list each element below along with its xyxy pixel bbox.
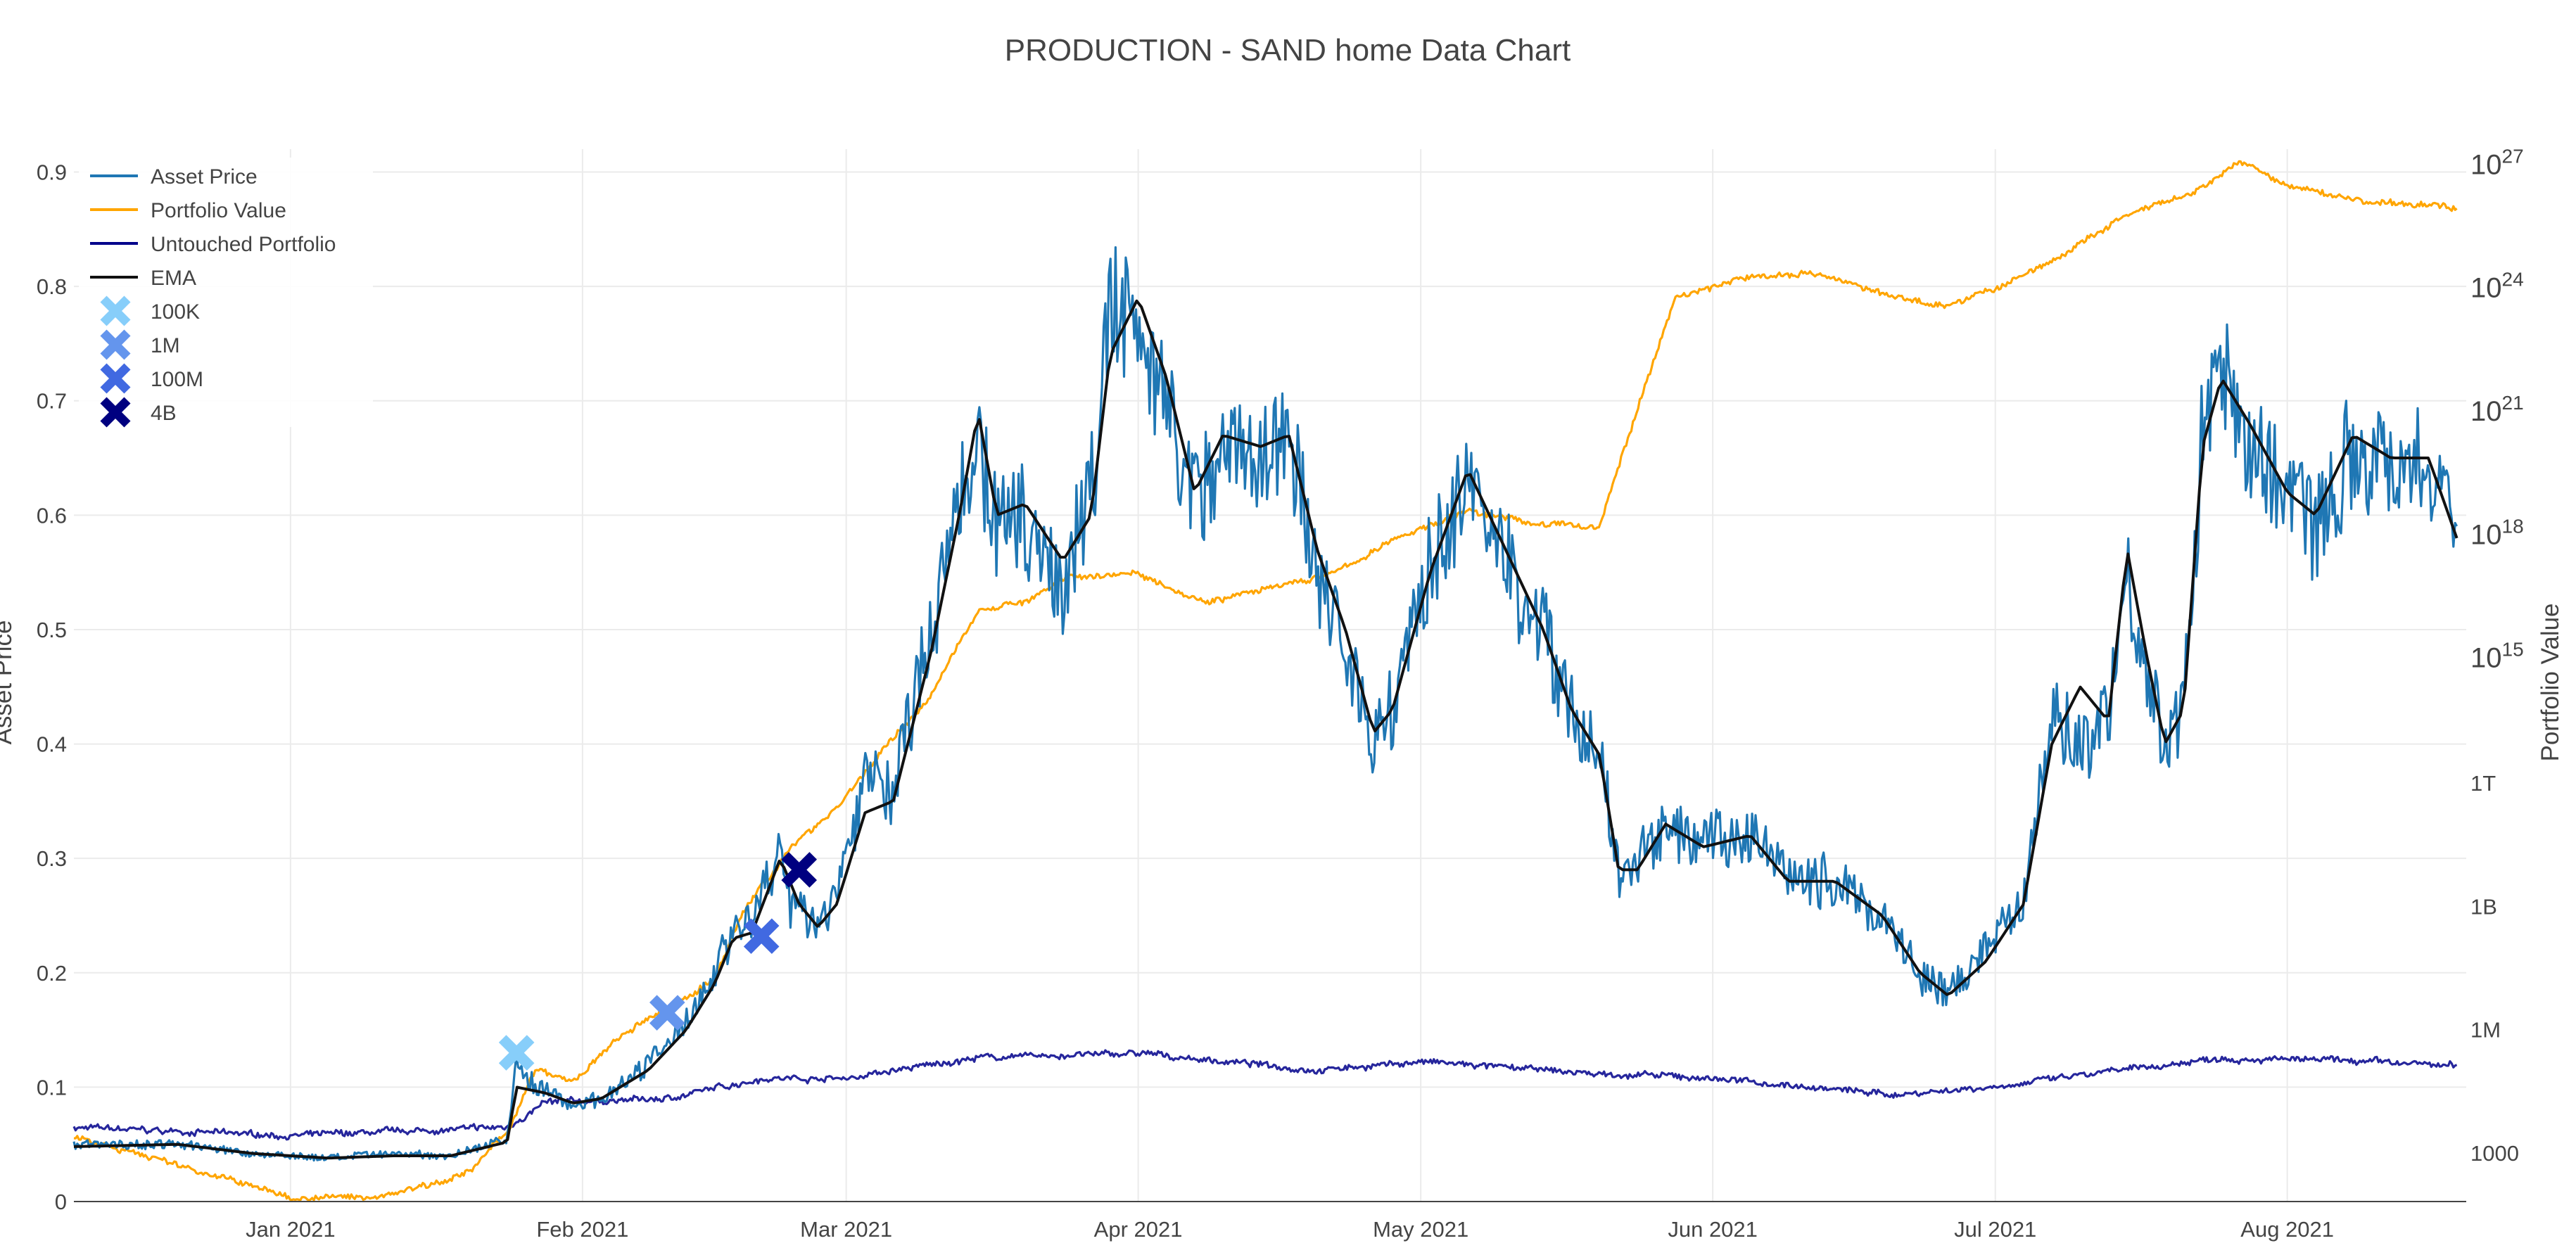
x-tick-label: Mar 2021	[800, 1217, 892, 1242]
legend-item[interactable]: Asset Price	[90, 165, 258, 189]
legend-label: 1M	[151, 334, 180, 357]
x-tick-label: Aug 2021	[2240, 1217, 2334, 1242]
legend-item[interactable]: 100M	[100, 363, 203, 394]
marker-4b	[781, 852, 818, 888]
legend-swatch-marker	[100, 295, 131, 326]
series-line-untouched-portfolio	[72, 1049, 2458, 1141]
chart-title: PRODUCTION - SAND home Data Chart	[1005, 33, 1571, 68]
y-right-tick-label: 1M	[2470, 1018, 2501, 1043]
legend-item[interactable]: 100K	[100, 295, 200, 326]
legend-swatch-marker	[100, 329, 131, 360]
marker-100m	[743, 918, 780, 955]
legend-label: 100K	[151, 300, 200, 324]
y-left-tick-label: 0.6	[37, 503, 67, 528]
marker-1m	[649, 995, 685, 1031]
marker-100k	[498, 1035, 535, 1071]
legend-label: Untouched Portfolio	[151, 233, 336, 256]
y-left-tick-label: 0.4	[37, 732, 67, 757]
axis-layer: Jan 2021 Feb 2021 Mar 2021 Apr 2021 May 2021…	[37, 145, 2524, 1242]
x-tick-label: May 2021	[1373, 1217, 1468, 1242]
y-left-tick-label: 0	[55, 1190, 67, 1214]
y-left-tick-label: 0.3	[37, 846, 67, 871]
legend-swatch-marker	[100, 397, 131, 428]
y-left-tick-label: 0.1	[37, 1075, 67, 1100]
y-left-tick-label: 0.2	[37, 961, 67, 986]
legend-background	[79, 158, 373, 427]
series-line-ema	[73, 299, 2458, 1160]
y-axis-right-title: Portfolio Value	[2537, 603, 2564, 761]
legend-item[interactable]: EMA	[90, 267, 196, 290]
legend[interactable]: Asset Price Portfolio Value Untouched Port…	[79, 158, 373, 428]
x-tick-label: Jun 2021	[1668, 1217, 1758, 1242]
grid-lines	[74, 149, 2466, 1202]
y-right-tick-label: 1T	[2470, 771, 2496, 796]
legend-swatch-marker	[100, 363, 131, 394]
x-tick-label: Apr 2021	[1094, 1217, 1183, 1242]
legend-item[interactable]: Portfolio Value	[90, 199, 286, 222]
y-right-tick-label: 1000	[2470, 1141, 2519, 1166]
legend-label: 100M	[151, 368, 203, 391]
series-line-portfolio-value	[73, 160, 2458, 1202]
y-left-tick-label: 0.5	[37, 618, 67, 642]
y-left-tick-label: 0.7	[37, 389, 67, 414]
legend-label: EMA	[151, 267, 196, 290]
legend-item[interactable]: 1M	[100, 329, 180, 360]
series-layer	[72, 160, 2458, 1202]
legend-item[interactable]: 4B	[100, 397, 177, 428]
x-tick-label: Feb 2021	[536, 1217, 628, 1242]
legend-item[interactable]: Untouched Portfolio	[90, 233, 336, 256]
marker-layer	[498, 852, 818, 1071]
y-left-tick-label: 0.8	[37, 274, 67, 299]
y-axis-left-title: Asset Price	[0, 620, 17, 745]
x-tick-label: Jan 2021	[246, 1217, 336, 1242]
x-tick-label: Jul 2021	[1954, 1217, 2036, 1242]
y-right-tick-label: 1B	[2470, 894, 2497, 919]
legend-label: Asset Price	[151, 165, 258, 189]
legend-label: Portfolio Value	[151, 199, 286, 222]
y-left-tick-label: 0.9	[37, 160, 67, 185]
legend-label: 4B	[151, 402, 177, 425]
